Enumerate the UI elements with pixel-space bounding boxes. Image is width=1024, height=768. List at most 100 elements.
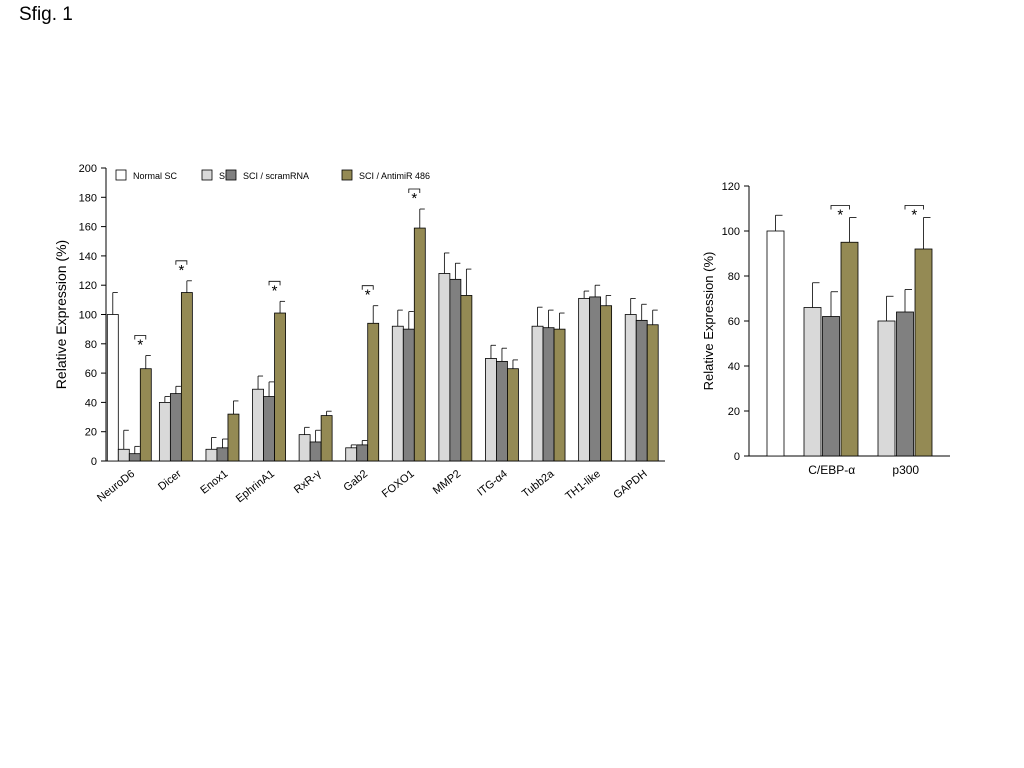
bar-th1-like-sci-antimir-486 — [600, 305, 613, 462]
bar-tubb2a-sci-antimir-486 — [553, 328, 566, 462]
bar-neurod6-sci — [117, 448, 130, 462]
bar-mmp2-sci — [438, 273, 451, 462]
category-label-itg-4: ITG-α4 — [475, 468, 510, 499]
y-tick-label: 60 — [728, 316, 740, 328]
y-tick-label: 0 — [734, 451, 740, 463]
bar-c-ebp-sci-antimir-486 — [840, 241, 859, 457]
legend-label-sci-scramrna: SCI / scramRNA — [243, 171, 309, 181]
category-label-p300: p300 — [892, 463, 919, 477]
y-tick-label: 40 — [728, 361, 740, 373]
bar-tubb2a-sci-scramrna — [542, 327, 555, 462]
bar-enox1-sci-antimir-486 — [227, 413, 240, 462]
y-axis-title: Relative Expression (%) — [53, 240, 69, 389]
y-axis-title: Relative Expression (%) — [701, 252, 716, 391]
category-label-tubb2a: Tubb2a — [520, 467, 557, 500]
bar-rxr-sci-antimir-486 — [320, 415, 333, 462]
bar-ephrina1-sci-scramrna — [263, 396, 275, 462]
y-tick-label: 60 — [85, 368, 97, 380]
y-tick-label: 100 — [79, 310, 97, 322]
bar-c-ebp-sci-scramrna — [822, 316, 840, 457]
legend-swatch-sci-scramrna — [225, 169, 237, 181]
significance-bracket-gab2 — [361, 285, 374, 290]
significance-marker-gab2: * — [365, 287, 371, 304]
bar-ephrina1-sci-antimir-486 — [274, 312, 286, 462]
y-tick-label: 160 — [79, 222, 97, 234]
bar-th1-like-sci-scramrna — [589, 296, 602, 462]
y-tick-label: 200 — [79, 163, 97, 175]
y-tick-label: 0 — [91, 456, 97, 468]
bar-control-normal-sc — [766, 230, 785, 457]
bar-neurod6-sci-antimir-486 — [139, 368, 152, 462]
bar-tubb2a-sci — [531, 325, 544, 462]
bar-rxr-sci — [298, 434, 311, 462]
category-label-mmp2: MMP2 — [431, 468, 463, 497]
category-label-neurod6: NeuroD6 — [95, 468, 137, 505]
y-tick-label: 20 — [85, 427, 97, 439]
legend-swatch-normal-sc — [115, 169, 127, 181]
bar-mmp2-sci-scramrna — [449, 278, 462, 462]
bar-itg-4-sci — [485, 358, 497, 462]
bar-mmp2-sci-antimir-486 — [460, 295, 473, 462]
significance-bracket-ephrina1 — [268, 280, 281, 286]
y-tick-label: 120 — [79, 280, 97, 292]
bar-gab2-sci-antimir-486 — [367, 322, 380, 462]
bar-gapdh-sci-antimir-486 — [646, 324, 659, 462]
significance-marker-dicer: * — [178, 262, 184, 279]
bar-gab2-sci — [345, 447, 358, 462]
bar-c-ebp-sci — [803, 307, 822, 457]
category-label-c-ebp: C/EBP-α — [808, 463, 855, 477]
figure-label: Sfig. 1 — [19, 4, 73, 25]
bar-enox1-sci — [205, 448, 218, 462]
significance-marker-ephrina1: * — [272, 282, 278, 299]
legend-swatch-sci-antimir-486 — [341, 169, 353, 181]
legend-label-sci-antimir-486: SCI / AntimiR 486 — [359, 171, 430, 181]
y-tick-label: 20 — [728, 406, 740, 418]
significance-marker-c-ebp: * — [837, 207, 843, 224]
category-label-foxo1: FOXO1 — [380, 468, 417, 500]
bar-foxo1-sci — [391, 325, 404, 462]
significance-bracket-p300 — [904, 205, 924, 210]
bar-dicer-sci-antimir-486 — [180, 292, 193, 462]
bar-neurod6-sci-scramrna — [128, 453, 141, 462]
legend-swatch-sci — [201, 169, 213, 181]
transcription-factor-chart: 0 20 40 60 80 100 120 Relative Expression (%) * C… — [701, 181, 950, 477]
y-tick-label: 180 — [79, 192, 97, 204]
bar-gapdh-sci-scramrna — [635, 319, 648, 462]
category-label-dicer: Dicer — [156, 468, 184, 493]
category-label-ephrina1: EphrinA1 — [234, 468, 277, 505]
bar-enox1-sci-scramrna — [216, 447, 229, 462]
gene-expression-chart: 0 20 40 60 80 100 120 140 160 180 200 Relative Expr… — [53, 163, 665, 505]
bar-dicer-sci-scramrna — [169, 393, 182, 462]
bar-ephrina1-sci — [252, 388, 264, 462]
y-tick-label: 120 — [722, 181, 740, 193]
category-label-th1-like: TH1-like — [563, 468, 603, 503]
category-label-gab2: Gab2 — [341, 468, 370, 494]
category-label-gapdh: GAPDH — [611, 468, 649, 502]
bar-dicer-sci — [158, 401, 171, 462]
bar-itg-4-sci-scramrna — [496, 360, 508, 462]
y-tick-label: 40 — [85, 397, 97, 409]
bar-p300-sci-antimir-486 — [914, 248, 933, 457]
y-tick-label: 140 — [79, 251, 97, 263]
bar-p300-sci — [877, 320, 896, 457]
category-label-enox1: Enox1 — [198, 468, 230, 497]
bar-p300-sci-scramrna — [896, 311, 914, 457]
significance-marker-neurod6: * — [137, 337, 143, 354]
legend-label-normal-sc: Normal SC — [133, 171, 178, 181]
category-label-rxr: RxR-γ — [292, 468, 324, 497]
bar-foxo1-sci-scramrna — [402, 328, 415, 462]
significance-bracket-foxo1 — [408, 188, 421, 194]
bar-th1-like-sci — [578, 297, 591, 462]
significance-marker-p300: * — [911, 207, 917, 224]
y-tick-label: 80 — [85, 339, 97, 351]
bar-itg-4-sci-antimir-486 — [507, 368, 519, 462]
bar-gapdh-sci — [624, 314, 637, 462]
bar-gab2-sci-scramrna — [356, 444, 369, 462]
significance-marker-foxo1: * — [411, 190, 417, 207]
significance-bracket-dicer — [175, 260, 188, 265]
bar-foxo1-sci-antimir-486 — [413, 227, 426, 462]
significance-bracket-neurod6 — [134, 335, 147, 340]
significance-bracket-c-ebp — [830, 205, 850, 210]
y-tick-label: 100 — [722, 226, 740, 238]
